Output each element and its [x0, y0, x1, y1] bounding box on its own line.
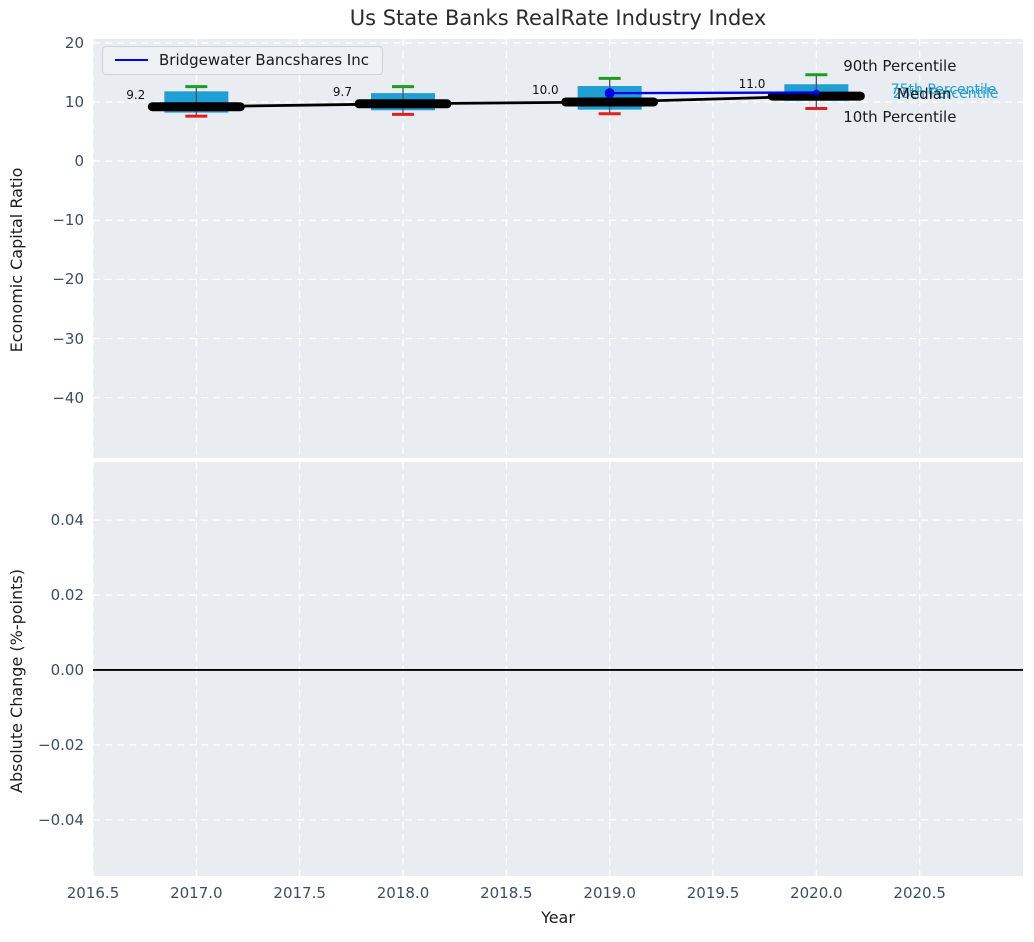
percentile-annotation: Median: [896, 85, 952, 104]
x-axis-label: Year: [541, 908, 575, 927]
company-marker: [813, 89, 820, 96]
percentile-annotation: 75th Percentile: [890, 81, 997, 98]
x-tick-label: 2017.5: [273, 884, 326, 902]
y-tick-label: 0.00: [50, 660, 84, 679]
y-tick-label: −0.02: [38, 735, 84, 754]
x-tick-label: 2019.5: [686, 884, 740, 902]
y-tick-label: 20: [64, 33, 84, 52]
median-value-annotation: 11.0: [738, 77, 766, 92]
y-tick-label: −30: [52, 329, 84, 348]
median-value-annotation: 9.2: [126, 87, 146, 102]
y-tick-label: −40: [52, 388, 84, 407]
company-line: [609, 91, 817, 95]
y-tick-label: 10: [64, 92, 84, 111]
y-tick-label: −0.04: [38, 810, 84, 829]
legend-line-swatch: [115, 59, 148, 61]
percentile-annotation: 25th Percentile: [892, 85, 999, 102]
x-tick-label: 2018.5: [480, 884, 533, 902]
plot-canvas: [93, 462, 1023, 876]
legend-label: Bridgewater Bancshares Inc: [159, 51, 369, 69]
bottom-plot-area: [93, 462, 1023, 876]
y-tick-label: 0.04: [50, 511, 84, 530]
y-tick-label: −20: [52, 270, 84, 289]
legend: Bridgewater Bancshares Inc: [102, 46, 383, 75]
y-tick-label: 0.02: [50, 586, 84, 604]
median-connector-line: [196, 94, 817, 109]
top-plot-area: Bridgewater Bancshares Inc: [93, 39, 1023, 458]
percentile-annotation: 90th Percentile: [843, 56, 957, 75]
y-tick-label: 0: [74, 152, 84, 171]
median-value-annotation: 9.7: [332, 84, 352, 99]
y-tick-label: −10: [52, 211, 84, 230]
x-tick-label: 2020.0: [790, 884, 843, 902]
plot-canvas: [93, 39, 1023, 458]
x-tick-label: 2016.5: [66, 884, 120, 902]
x-tick-label: 2018.0: [376, 884, 430, 902]
company-marker: [604, 88, 615, 99]
chart-title: Us State Banks RealRate Industry Index: [349, 6, 767, 30]
percentile-annotation: 10th Percentile: [843, 108, 957, 127]
x-tick-label: 2020.5: [893, 884, 946, 902]
median-value-annotation: 10.0: [531, 82, 559, 97]
x-tick-label: 2019.0: [583, 884, 636, 902]
x-tick-label: 2017.0: [170, 884, 223, 902]
